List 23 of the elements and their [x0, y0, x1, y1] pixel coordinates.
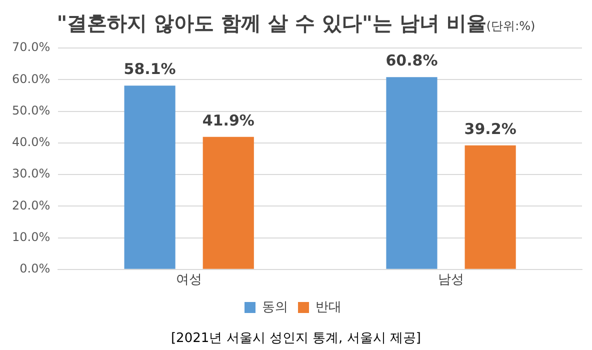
x-tick-label: 남성 [438, 272, 464, 288]
y-tick-label: 60.0% [12, 72, 50, 86]
data-label: 41.9% [202, 111, 254, 130]
y-tick-label: 0.0% [20, 262, 50, 276]
data-label: 39.2% [464, 120, 516, 138]
chart-subtitle: (단위:%) [486, 19, 536, 33]
bar [202, 136, 254, 269]
y-tick-label: 40.0% [12, 135, 50, 150]
data-label: 60.8% [386, 51, 438, 70]
data-label: 58.1% [124, 60, 176, 78]
y-tick-label: 20.0% [12, 198, 50, 212]
y-tick-label: 50.0% [12, 103, 50, 118]
bar [386, 77, 438, 269]
chart-title: "결혼하지 않아도 함께 살 수 있다"는 남녀 비율 [56, 11, 486, 35]
y-tick-label: 70.0% [12, 40, 50, 54]
legend-label: 반대 [316, 300, 342, 315]
y-tick-label: 10.0% [12, 230, 50, 244]
text: [2021년 서울시 성인지 통계, 서울시 제공] [170, 331, 422, 346]
y-tick-label: 30.0% [12, 166, 50, 181]
bar [464, 145, 516, 269]
bar [124, 86, 176, 269]
x-tick-label: 여성 [176, 272, 202, 288]
legend-label: 동의 [262, 300, 288, 315]
